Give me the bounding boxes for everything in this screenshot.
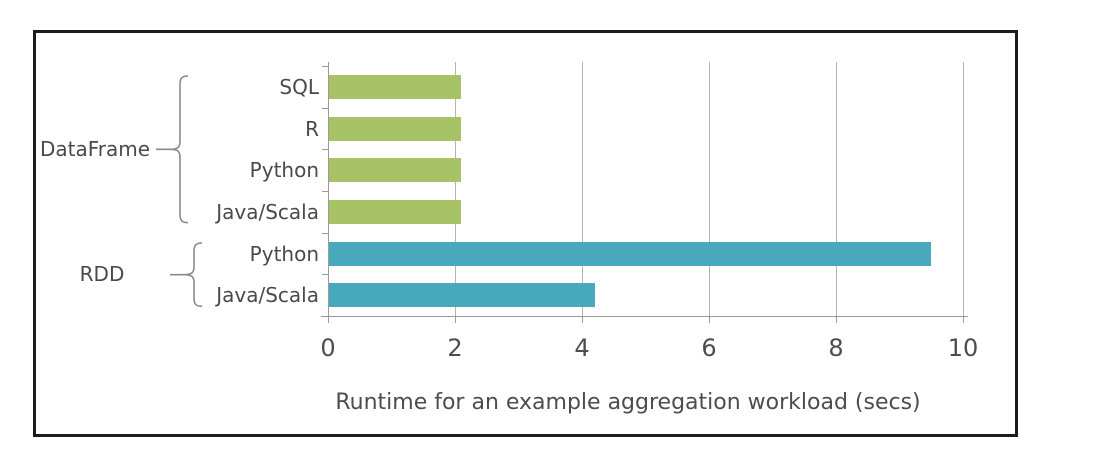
gridline-6 [709, 62, 710, 316]
gridline-4 [582, 62, 583, 316]
category-label-rdd-java-scala: Java/Scala [216, 283, 319, 308]
x-tick-2 [455, 316, 456, 323]
y-tick [322, 191, 328, 192]
category-label-rdd-python: Python [249, 241, 319, 266]
y-tick [322, 274, 328, 276]
group-label-dataframe: DataFrame [40, 137, 151, 162]
y-tick [322, 149, 328, 151]
y-axis-line [328, 62, 329, 316]
bracket-path [170, 241, 203, 307]
group-label-rdd: RDD [79, 262, 125, 287]
bar-dataframe-java-scala [328, 199, 462, 224]
bar-dataframe-sql [328, 74, 462, 99]
y-tick [322, 107, 328, 109]
category-label-dataframe-r: R [305, 116, 319, 141]
category-label-dataframe-java-scala: Java/Scala [216, 199, 319, 224]
x-tick-label-4: 4 [574, 334, 590, 362]
x-tick-label-8: 8 [828, 334, 844, 362]
x-tick-8 [836, 316, 837, 323]
gridline-8 [836, 62, 837, 316]
x-axis-title: Runtime for an example aggregation workl… [335, 390, 921, 415]
x-tick-10 [963, 316, 964, 323]
bracket-path [156, 75, 189, 224]
y-tick [322, 232, 328, 234]
category-label-dataframe-python: Python [249, 158, 319, 183]
gridline-10 [963, 62, 964, 316]
x-axis-line [321, 316, 968, 317]
group-bracket-dataframe [156, 75, 189, 224]
x-tick-0 [328, 316, 329, 323]
x-tick-6 [709, 316, 710, 323]
y-tick [322, 66, 328, 67]
category-label-dataframe-sql: SQL [279, 74, 319, 99]
y-tick [322, 316, 328, 317]
bar-dataframe-r [328, 116, 462, 141]
gridline-2 [455, 62, 456, 316]
bar-rdd-python [328, 241, 932, 266]
bar-dataframe-python [328, 158, 462, 183]
x-tick-label-2: 2 [447, 334, 463, 362]
x-tick-label-6: 6 [701, 334, 717, 362]
group-bracket-rdd [170, 241, 203, 307]
x-tick-label-0: 0 [320, 334, 336, 362]
bar-rdd-java-scala [328, 283, 595, 308]
x-tick-label-10: 10 [947, 334, 979, 362]
chart-frame [33, 30, 1018, 437]
x-tick-4 [582, 316, 583, 323]
